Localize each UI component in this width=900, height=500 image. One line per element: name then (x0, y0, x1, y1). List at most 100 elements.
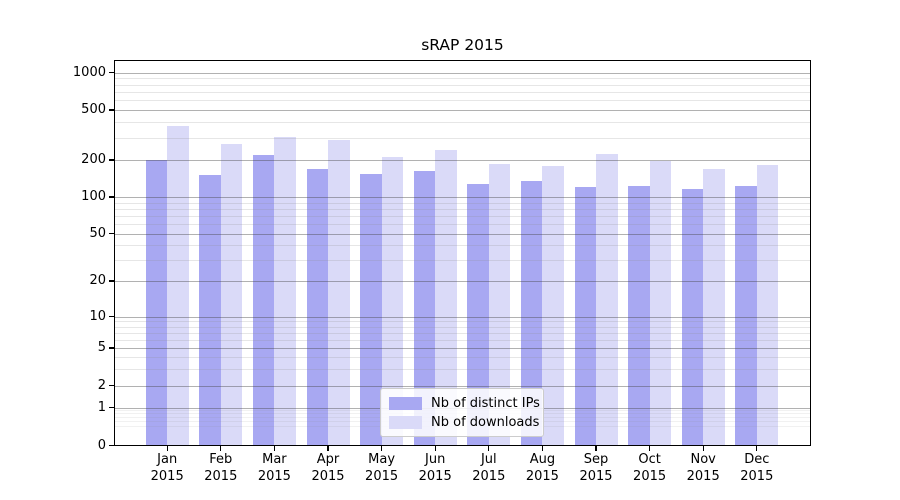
x-tick-mark (380, 445, 383, 451)
x-axis-tick-label: Mar 2015 (246, 451, 302, 485)
legend-label-distinct-ips: Nb of distinct IPs (431, 395, 540, 411)
x-tick-year: 2015 (418, 469, 452, 484)
bar-downloads-jan (167, 126, 189, 446)
x-tick-mark (648, 445, 651, 451)
x-tick-year: 2015 (686, 469, 720, 484)
x-tick-year: 2015 (365, 469, 399, 484)
bar-downloads-nov (703, 168, 725, 446)
x-axis-tick-label: Jun 2015 (407, 451, 463, 485)
x-tick-mark (434, 445, 436, 451)
x-tick-month: Feb (209, 452, 233, 467)
y-tick-mark (109, 347, 114, 349)
x-tick-year: 2015 (525, 469, 559, 484)
y-axis-tick-label: 10 (89, 308, 106, 324)
gridline-minor (114, 137, 811, 139)
x-tick-mark (702, 445, 704, 451)
bar-distinct-ips-feb (199, 175, 221, 446)
x-tick-year: 2015 (579, 469, 613, 484)
x-tick-month: Dec (744, 452, 770, 467)
x-axis-tick-label: Sep 2015 (568, 451, 624, 485)
bar-distinct-ips-apr (306, 168, 328, 446)
bar-distinct-ips-sep (574, 187, 596, 446)
bar-downloads-sep (596, 153, 618, 446)
bar-distinct-ips-dec (735, 185, 757, 446)
y-axis-tick-label: 50 (89, 225, 106, 241)
x-tick-month: May (368, 452, 396, 467)
x-axis-tick-label: Oct 2015 (622, 451, 678, 485)
x-tick-mark (595, 445, 597, 451)
x-tick-month: Jul (480, 452, 497, 467)
x-tick-mark (327, 445, 329, 451)
gridline-major (114, 110, 811, 111)
bar-downloads-aug (542, 165, 564, 446)
bar-distinct-ips-aug (520, 180, 543, 446)
legend: Nb of distinct IPs Nb of downloads (380, 388, 544, 437)
x-axis-tick-label: Apr 2015 (300, 451, 356, 485)
x-tick-mark (220, 445, 222, 451)
bar-downloads-may (381, 157, 404, 446)
x-tick-year: 2015 (257, 469, 291, 484)
y-axis-tick-label: 5 (97, 340, 106, 355)
x-tick-mark (756, 445, 758, 451)
gridline-major (114, 160, 811, 161)
x-tick-mark (166, 445, 168, 451)
y-axis-tick-label: 20 (89, 273, 106, 288)
x-axis-tick-label: Dec 2015 (729, 451, 785, 485)
x-tick-month: Sep (583, 452, 609, 467)
x-tick-month: Nov (690, 452, 716, 467)
bar-distinct-ips-oct (628, 186, 650, 446)
legend-entry-downloads: Nb of downloads (389, 415, 543, 430)
bar-downloads-dec (756, 164, 779, 446)
y-axis-tick-label: 100 (81, 189, 106, 204)
bar-distinct-ips-nov (681, 188, 704, 446)
legend-swatch-distinct-ips (389, 396, 422, 410)
x-tick-year: 2015 (311, 469, 345, 484)
x-tick-year: 2015 (204, 469, 238, 484)
x-axis-tick-label: Feb 2015 (193, 451, 249, 485)
gridline-minor (114, 91, 811, 93)
bar-distinct-ips-jul (467, 183, 489, 446)
x-tick-year: 2015 (472, 469, 506, 484)
x-tick-year: 2015 (740, 469, 774, 484)
y-tick-mark (109, 196, 114, 198)
bar-distinct-ips-jan (145, 160, 168, 446)
gridline-minor (114, 78, 811, 80)
x-axis-tick-label: May 2015 (354, 451, 410, 485)
x-tick-year: 2015 (633, 469, 667, 484)
bar-downloads-oct (649, 161, 672, 446)
y-axis-tick-label: 200 (81, 152, 106, 167)
y-axis-tick-label: 1000 (72, 64, 106, 80)
x-tick-month: Oct (638, 452, 661, 467)
chart-title: sRAP 2015 (421, 36, 504, 54)
y-axis-tick-label: 2 (97, 377, 106, 393)
legend-label-downloads: Nb of downloads (431, 414, 540, 430)
bar-downloads-feb (220, 143, 243, 446)
gridline-minor (114, 84, 811, 86)
x-tick-year: 2015 (150, 469, 184, 484)
x-axis-tick-label: Jul 2015 (461, 451, 517, 485)
bar-distinct-ips-jun (413, 170, 436, 446)
bar-distinct-ips-mar (252, 154, 275, 446)
y-tick-mark (109, 384, 114, 387)
y-tick-mark (109, 444, 114, 447)
gridline-major (114, 72, 811, 74)
bar-downloads-jul (488, 164, 511, 446)
bar-downloads-jun (435, 150, 457, 446)
plot-area (109, 60, 811, 451)
bar-distinct-ips-may (360, 174, 382, 446)
x-tick-month: Aug (529, 452, 556, 467)
y-tick-mark (109, 406, 114, 409)
y-tick-mark (109, 280, 114, 282)
y-tick-mark (109, 159, 114, 161)
x-axis-tick-label: Nov 2015 (675, 451, 731, 485)
x-tick-month: Jan (157, 452, 178, 467)
y-tick-mark (109, 109, 114, 111)
x-axis-tick-label: Jan 2015 (139, 451, 195, 485)
y-axis-tick-label: 1 (97, 399, 106, 415)
legend-swatch-downloads (389, 415, 422, 429)
x-axis-tick-label: Aug 2015 (514, 451, 570, 485)
x-tick-month: Mar (262, 452, 287, 467)
y-tick-mark (109, 315, 114, 318)
x-tick-mark (273, 445, 276, 451)
